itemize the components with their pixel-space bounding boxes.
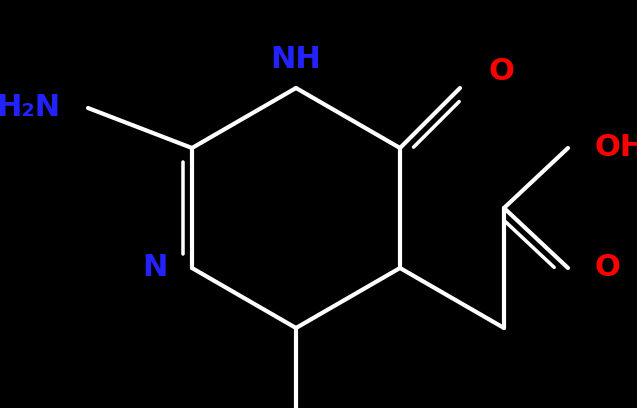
Text: O: O xyxy=(488,58,514,86)
Text: N: N xyxy=(143,253,168,282)
Text: OH: OH xyxy=(595,133,637,162)
Text: H₂N: H₂N xyxy=(0,93,60,122)
Text: NH: NH xyxy=(271,46,322,75)
Text: O: O xyxy=(595,253,621,282)
